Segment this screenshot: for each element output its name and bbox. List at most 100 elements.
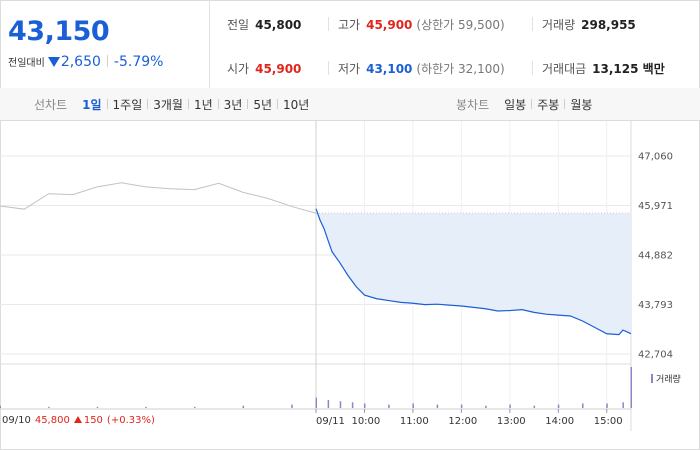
prev-day-price: 45,800 bbox=[34, 415, 70, 426]
tab-1-day[interactable]: 1일 bbox=[82, 98, 102, 112]
low-value: 43,100 bbox=[366, 62, 413, 76]
divider bbox=[187, 99, 189, 109]
upper-limit: (상한가 59,500) bbox=[416, 18, 505, 32]
candle-chart-tabs: 봉차트 일봉 주봉 월봉 bbox=[456, 96, 597, 113]
prev-close-label: 전일 bbox=[227, 18, 250, 32]
divider bbox=[147, 99, 149, 109]
tab-5-years[interactable]: 5년 bbox=[253, 98, 273, 112]
up-arrow-icon bbox=[73, 416, 82, 423]
divider bbox=[532, 61, 533, 75]
tab-3-years[interactable]: 3년 bbox=[223, 98, 243, 112]
prev-close-value: 45,800 bbox=[255, 18, 302, 32]
divider bbox=[217, 99, 219, 109]
divider bbox=[531, 99, 533, 109]
volume-label: 거래량 bbox=[542, 18, 576, 32]
volume-bar bbox=[291, 404, 293, 408]
tab-daily-candle[interactable]: 일봉 bbox=[504, 98, 527, 112]
chart-period-tabs: 선차트 1일 1주일 3개월 1년 3년 5년 10년 봉차트 일봉 주봉 월봉 bbox=[0, 88, 700, 121]
y-tick-label: 45,971 bbox=[638, 201, 673, 212]
line-chart-tabs: 선차트 1일 1주일 3개월 1년 3년 5년 10년 bbox=[34, 96, 314, 113]
change-percent: -5.79% bbox=[113, 54, 164, 70]
amount-stat: 거래대금 13,125 백만 bbox=[542, 60, 665, 77]
tab-1-year[interactable]: 1년 bbox=[193, 98, 213, 112]
high-label: 고가 bbox=[338, 18, 361, 32]
price-summary: 43,150 전일대비 2,650 -5.79% bbox=[0, 0, 210, 88]
open-label: 시가 bbox=[227, 62, 250, 76]
open-value: 45,900 bbox=[255, 62, 302, 76]
volume-bar bbox=[460, 404, 463, 408]
x-tick-label: 12:00 bbox=[448, 416, 477, 427]
volume-bar bbox=[388, 404, 390, 408]
high-stat: 고가 45,900 (상한가 59,500) bbox=[338, 16, 505, 33]
prev-close-stat: 전일 45,800 bbox=[227, 16, 301, 33]
volume-bar bbox=[485, 405, 487, 408]
volume-bar bbox=[327, 400, 330, 408]
volume-bar bbox=[96, 406, 99, 408]
y-tick-label: 47,060 bbox=[638, 152, 673, 163]
divider bbox=[106, 99, 108, 109]
x-tick-label: 14:00 bbox=[545, 416, 574, 427]
volume-bar bbox=[509, 404, 511, 408]
amount-value: 13,125 백만 bbox=[592, 62, 665, 76]
divider bbox=[106, 55, 108, 67]
volume-bar bbox=[606, 403, 608, 408]
open-stat: 시가 45,900 bbox=[227, 60, 301, 77]
prev-day-series-line bbox=[0, 182, 317, 214]
candle-chart-label: 봉차트 bbox=[456, 98, 490, 112]
high-value: 45,900 bbox=[366, 18, 413, 32]
prev-day-date: 09/10 bbox=[2, 415, 31, 426]
change-label: 전일대비 bbox=[8, 58, 45, 69]
volume-bar bbox=[557, 404, 560, 408]
lower-limit: (하한가 32,100) bbox=[416, 62, 505, 76]
y-tick-label: 43,793 bbox=[638, 300, 673, 311]
volume-legend: 거래량 bbox=[651, 372, 681, 385]
y-tick-label: 42,704 bbox=[638, 350, 673, 361]
divider bbox=[328, 61, 329, 75]
divider bbox=[564, 99, 566, 109]
intraday-price-chart: 47,060 45,971 44,882 43,793 42,704 09/11 10:00… bbox=[0, 121, 673, 431]
volume-bar bbox=[351, 402, 354, 408]
prev-day-change: 150 bbox=[73, 415, 103, 426]
volume-bar bbox=[533, 405, 536, 408]
x-tick-label: 13:00 bbox=[497, 416, 526, 427]
volume-stat: 거래량 298,955 bbox=[542, 16, 636, 33]
x-tick-label: 15:00 bbox=[594, 416, 623, 427]
volume-bar bbox=[436, 404, 439, 408]
volume-bar bbox=[242, 405, 245, 408]
amount-label: 거래대금 bbox=[542, 62, 587, 76]
line-chart-label: 선차트 bbox=[34, 98, 68, 112]
volume-bar bbox=[412, 403, 414, 408]
divider bbox=[532, 17, 533, 31]
tab-3-months[interactable]: 3개월 bbox=[153, 98, 183, 112]
volume-legend-label: 거래량 bbox=[656, 375, 681, 385]
divider bbox=[277, 99, 279, 109]
divider bbox=[328, 17, 329, 31]
volume-bar bbox=[145, 406, 147, 408]
tab-monthly-candle[interactable]: 월봉 bbox=[570, 98, 593, 112]
volume-bar bbox=[622, 402, 624, 408]
low-stat: 저가 43,100 (하한가 32,100) bbox=[338, 60, 505, 77]
x-tick-label: 09/11 bbox=[316, 416, 345, 427]
volume-bar bbox=[339, 401, 342, 408]
down-arrow-icon bbox=[47, 57, 60, 67]
tab-weekly-candle[interactable]: 주봉 bbox=[537, 98, 560, 112]
today-series-area bbox=[316, 208, 631, 335]
tab-10-years[interactable]: 10년 bbox=[283, 98, 310, 112]
volume-bar bbox=[363, 403, 366, 408]
change-value: 2,650 bbox=[60, 54, 101, 70]
volume-bar bbox=[0, 405, 1, 408]
volume-legend-swatch bbox=[651, 374, 653, 383]
volume-bar bbox=[582, 403, 584, 408]
change-row: 전일대비 2,650 -5.79% bbox=[8, 54, 163, 70]
quote-header: 43,150 전일대비 2,650 -5.79% 전일 45,800 고가 45,900… bbox=[0, 0, 700, 89]
current-price: 43,150 bbox=[8, 16, 110, 47]
volume-bar bbox=[193, 406, 196, 408]
volume-value: 298,955 bbox=[581, 18, 636, 32]
divider bbox=[247, 99, 249, 109]
prev-day-summary: 09/10 45,800 150 (+0.33%) bbox=[2, 415, 155, 426]
quote-stats: 전일 45,800 고가 45,900 (상한가 59,500) 거래량 298,955… bbox=[210, 0, 700, 88]
prev-day-rate: (+0.33%) bbox=[106, 415, 155, 426]
today-series-line bbox=[315, 208, 632, 336]
prev-day-change-value: 150 bbox=[83, 415, 103, 426]
tab-1-week[interactable]: 1주일 bbox=[112, 98, 143, 112]
